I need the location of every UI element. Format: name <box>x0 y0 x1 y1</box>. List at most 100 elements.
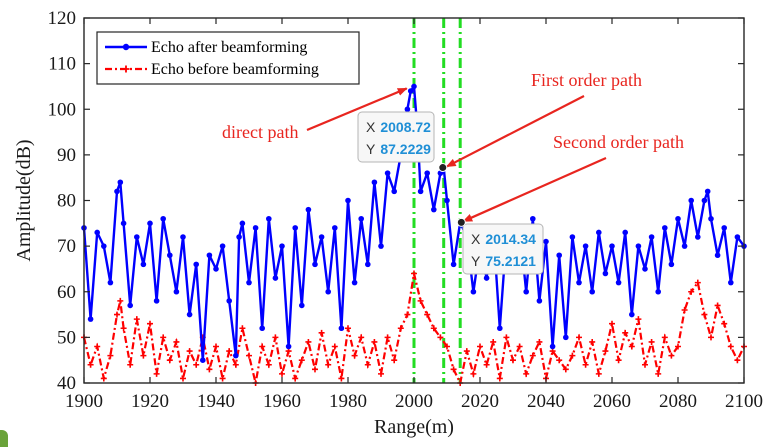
series-after-beamforming-point <box>272 275 279 281</box>
series-after-beamforming-point <box>292 225 299 231</box>
series-before-beamforming-point <box>582 361 589 368</box>
annotation-label-3: Second order path <box>553 132 684 152</box>
series-before-beamforming-point <box>727 343 734 350</box>
series-after-beamforming-point <box>193 261 199 268</box>
y-tick-label: 70 <box>57 236 76 257</box>
series-before-beamforming-point <box>655 370 662 377</box>
series-after-beamforming-point <box>589 288 595 295</box>
series-before-beamforming-point <box>477 343 483 350</box>
series-before-beamforming-point <box>133 316 140 323</box>
x-tick-label: 1940 <box>197 391 235 412</box>
series-before-beamforming-point <box>411 270 417 277</box>
series-before-beamforming-point <box>523 370 530 377</box>
series-after-beamforming-point <box>708 215 714 222</box>
series-after-beamforming-point <box>622 229 628 236</box>
annotations: direct path First order path Second order … <box>222 70 684 275</box>
series-after-beamforming-point <box>582 243 589 249</box>
series-after-beamforming-point <box>642 266 648 272</box>
legend-label-after: Echo after beamforming <box>151 39 307 56</box>
series-after-beamforming-point <box>140 261 147 268</box>
series-after-beamforming-point <box>252 225 259 231</box>
y-tick-label: 100 <box>48 99 77 120</box>
series-after-beamforming-point <box>107 279 114 286</box>
series-after-beamforming-point <box>635 243 642 249</box>
series-before-beamforming-point <box>595 370 602 377</box>
datatip-x-key: X <box>471 231 481 247</box>
x-tick-label: 2040 <box>527 391 565 412</box>
series-before-beamforming-point <box>232 361 239 368</box>
series-before-beamforming-point <box>272 334 279 341</box>
series-before-beamforming-point <box>404 311 411 318</box>
series-after-beamforming-point <box>279 243 285 249</box>
x-axis-title: Range(m) <box>374 416 454 438</box>
series-after-beamforming-point <box>728 279 734 286</box>
series-after-beamforming-point <box>219 243 226 249</box>
series-after-beamforming-point <box>173 288 180 295</box>
series-after-beamforming-point <box>358 215 365 222</box>
series-before-beamforming-point <box>417 297 424 304</box>
series-before-beamforming-point <box>470 370 477 377</box>
series-before-beamforming-point <box>107 352 114 359</box>
annotation-arrow-2 <box>445 95 585 168</box>
annotation-label-1: direct path <box>222 122 298 142</box>
datatip-row-x: X 2008.72 <box>366 119 431 135</box>
series-after-beamforming-point <box>721 225 727 231</box>
series-before-beamforming-point <box>648 338 655 345</box>
series-after-beamforming-point <box>536 298 543 304</box>
series-before-beamforming-point <box>140 352 147 359</box>
series-after-beamforming-point <box>167 252 173 259</box>
y-tick-label: 60 <box>57 282 76 303</box>
x-tick-label: 1900 <box>65 391 103 412</box>
series-after-beamforming-point <box>543 238 549 245</box>
series-before-beamforming-point <box>437 334 444 341</box>
series-after-beamforming-point <box>662 225 668 231</box>
series-before-beamforming-point <box>721 320 728 327</box>
series-after-beamforming-point <box>688 197 694 204</box>
series-after-beamforming-point <box>407 88 414 94</box>
series-before-beamforming-point <box>351 352 358 359</box>
series-before-beamforming-point <box>117 297 124 304</box>
series-before-beamforming-point <box>529 352 536 359</box>
series-before-beamforming-point <box>602 348 609 355</box>
series-before-beamforming-point <box>378 370 384 377</box>
series-after-beamforming-point <box>563 334 569 341</box>
series-after-beamforming-point <box>371 179 378 186</box>
datatip-row-x: X 2014.34 <box>471 231 536 247</box>
series-after-beamforming-point <box>345 197 351 204</box>
datatip-y-value: 87.2229 <box>380 141 431 157</box>
annotation-arrow-1 <box>306 87 408 132</box>
series-after-beamforming-point <box>127 302 133 309</box>
series-before-beamforming-point <box>239 325 246 332</box>
series-after-beamforming-point <box>239 220 246 227</box>
series-after-beamforming-point <box>629 311 635 318</box>
series-before-beamforming-point <box>430 325 437 332</box>
series-before-beamforming-point <box>166 357 173 364</box>
datatip-marker-1 <box>438 163 448 173</box>
series-after-beamforming-point <box>675 215 681 222</box>
series-before-beamforming-point <box>318 329 325 336</box>
series-before-beamforming-point <box>490 338 497 345</box>
series-before-beamforming-point <box>391 357 398 364</box>
series-before-beamforming-point <box>371 338 378 345</box>
series-after-beamforming-point <box>160 215 166 222</box>
series-after-beamforming-point <box>444 197 450 204</box>
series-before-beamforming-point <box>628 343 635 350</box>
series-before-beamforming-point <box>305 338 312 345</box>
series-after-beamforming-point <box>384 170 391 176</box>
series-before-beamforming-point <box>397 325 404 332</box>
series-before-beamforming-point <box>450 366 457 373</box>
series-after-beamforming-point <box>701 197 708 204</box>
x-tick-label: 2020 <box>461 391 499 412</box>
series-after-beamforming-point <box>470 288 477 295</box>
series-before-beamforming-point <box>364 361 371 368</box>
y-tick-label: 40 <box>57 373 76 394</box>
datatip-y-key: Y <box>366 141 376 157</box>
series-after-beamforming-point <box>233 352 239 359</box>
series-after-beamforming-point <box>596 229 602 236</box>
series-before-beamforming-point <box>206 366 213 373</box>
series-after-beamforming-point <box>266 215 272 222</box>
series-before-beamforming-point <box>536 338 543 345</box>
series-before-beamforming-point <box>193 361 200 368</box>
series-before-beamforming-point <box>701 311 708 318</box>
